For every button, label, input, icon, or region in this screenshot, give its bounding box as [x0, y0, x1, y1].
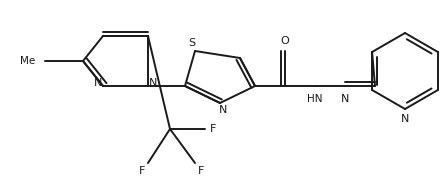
- Text: N: N: [401, 114, 409, 124]
- Text: N: N: [219, 105, 227, 115]
- Text: O: O: [280, 36, 289, 46]
- Text: N: N: [94, 78, 102, 88]
- Text: F: F: [198, 166, 204, 176]
- Text: F: F: [210, 124, 216, 134]
- Text: Me: Me: [20, 56, 35, 66]
- Text: S: S: [188, 38, 195, 48]
- Text: N: N: [149, 78, 157, 88]
- Text: HN: HN: [307, 94, 323, 104]
- Text: F: F: [139, 166, 145, 176]
- Text: N: N: [341, 94, 349, 104]
